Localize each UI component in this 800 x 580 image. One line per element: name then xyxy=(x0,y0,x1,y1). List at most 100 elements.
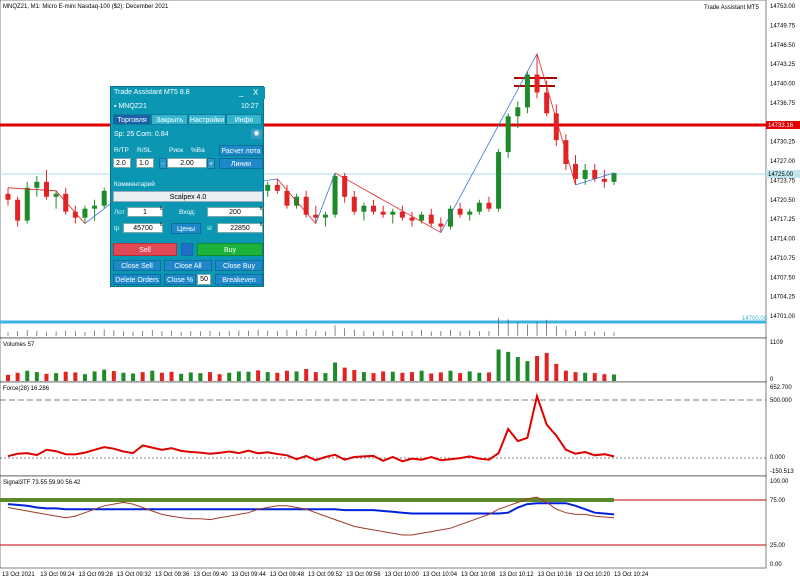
entry-label: Вход: xyxy=(179,209,196,216)
risk-plus-button[interactable]: + xyxy=(207,158,215,169)
volume-bar xyxy=(54,373,59,381)
price-tick-label: 14717.25 xyxy=(770,217,796,223)
candle-body xyxy=(5,193,11,200)
candle-body xyxy=(313,214,319,218)
candle-body xyxy=(63,193,69,212)
volume-bar xyxy=(592,373,597,381)
risk-minus-button[interactable]: - xyxy=(159,158,167,169)
volume-bar xyxy=(25,370,30,381)
candle-body xyxy=(447,208,453,227)
volume-bar xyxy=(275,372,280,381)
volume-bar xyxy=(6,374,10,381)
breakeven-button[interactable]: Breakeven xyxy=(215,274,263,285)
time-tick-label: 13 Oct 10:04 xyxy=(423,572,458,578)
svg-text:14725.00: 14725.00 xyxy=(768,172,794,178)
spread-commission: Sp: 25 Com: 0.84 xyxy=(114,131,169,138)
volume-bars xyxy=(6,349,616,381)
volume-bar xyxy=(159,372,164,381)
tab-trade[interactable]: Торговля xyxy=(113,114,151,125)
signal-axis-0: 100.00 xyxy=(770,479,789,485)
risk-field[interactable]: 2.00 xyxy=(167,158,207,168)
time-tick-label: 13 Oct 10:12 xyxy=(499,572,534,578)
price-tick-label: 14743.25 xyxy=(770,62,796,68)
buy-button[interactable]: Buy xyxy=(197,243,263,256)
time-tick-label: 13 Oct 09:48 xyxy=(270,572,305,578)
rsl-field[interactable]: 1.0 xyxy=(136,158,154,168)
lot-spin-icon[interactable]: ⇕ xyxy=(159,206,164,212)
signal-axis-3: 0.00 xyxy=(770,562,782,568)
price-axis: 14753.00 14749.75 14746.50 14743.25 14740.00… xyxy=(770,4,796,320)
entry-field[interactable]: 200 xyxy=(207,207,263,217)
tp-field[interactable]: 45700 xyxy=(123,223,163,233)
calc-lot-button[interactable]: Расчет лота xyxy=(219,145,263,156)
volume-bar xyxy=(361,372,366,381)
close-all-button[interactable]: Close All xyxy=(164,260,212,271)
tab-close[interactable]: Закрыть xyxy=(151,114,188,125)
volume-bar xyxy=(227,372,232,381)
rtp-field[interactable]: 2.0 xyxy=(113,158,131,168)
candle-body xyxy=(351,196,357,212)
candle-body xyxy=(72,211,78,218)
trade-assistant-panel[interactable]: Trade Assistant MT5 8.8 _ X ▪ MNQZ21 10:… xyxy=(110,86,265,287)
symbol-name: MNQZ21 xyxy=(118,103,147,110)
close-button[interactable]: X xyxy=(253,88,259,97)
time-tick-label: 13 Oct 09:32 xyxy=(117,572,152,578)
sl-spin-icon[interactable]: ⇕ xyxy=(259,222,264,228)
time-tick-label: 13 Oct 10:16 xyxy=(538,572,573,578)
prices-button[interactable]: Цены xyxy=(171,223,201,234)
volume-bar xyxy=(121,372,126,381)
sell-button[interactable]: Sell xyxy=(113,243,177,256)
close-percent-button[interactable]: Close % xyxy=(164,274,196,285)
sl-field[interactable]: 22850 xyxy=(217,223,263,233)
panel-title-bar[interactable]: Trade Assistant MT5 8.8 _ X xyxy=(111,87,265,99)
price-tick-label: 14753.00 xyxy=(770,4,796,10)
volume-bar xyxy=(256,370,261,381)
minimize-button[interactable]: _ xyxy=(239,88,244,97)
price-tick-label: 14746.50 xyxy=(770,43,796,49)
delete-orders-button[interactable]: Delete Orders xyxy=(113,274,161,285)
candle-body xyxy=(534,74,540,93)
volume-bar xyxy=(82,374,87,381)
sl-label: sl xyxy=(207,225,212,232)
price-tick-label: 14723.75 xyxy=(770,178,796,184)
time-tick-label: 13 Oct 10:24 xyxy=(614,572,649,578)
signal-line-1 xyxy=(7,502,615,516)
volume-bar xyxy=(313,372,318,381)
volume-bar xyxy=(73,372,78,381)
close-buy-button[interactable]: Close Buy xyxy=(215,260,263,271)
volume-bar xyxy=(179,373,184,381)
symbol-row: ▪ MNQZ21 10:27 xyxy=(111,100,265,113)
lines-button[interactable]: Линии xyxy=(219,158,263,169)
entry-spin-icon[interactable]: ⇕ xyxy=(259,206,264,212)
volume-bar xyxy=(44,373,49,381)
close-sell-button[interactable]: Close Sell xyxy=(113,260,161,271)
price-tick-label: 14749.75 xyxy=(770,23,796,29)
panel-title: Trade Assistant MT5 8.8 xyxy=(114,89,190,96)
signal-axis-1: 75.00 xyxy=(770,498,786,504)
candle-body xyxy=(53,193,59,197)
candle-body xyxy=(592,169,598,179)
close-percent-field[interactable]: 50 xyxy=(197,274,211,285)
signal-axis-2: 25.00 xyxy=(770,543,786,549)
candle-body xyxy=(553,113,559,141)
lot-field[interactable]: 1 xyxy=(127,207,163,217)
order-type-toggle[interactable] xyxy=(181,243,193,256)
tp-spin-icon[interactable]: ⇕ xyxy=(159,222,164,228)
camera-icon[interactable]: ◉ xyxy=(251,129,262,139)
tab-settings[interactable]: Настройки xyxy=(188,114,226,125)
comment-field[interactable]: Scalpex 4.0 xyxy=(113,191,263,202)
candle-body xyxy=(322,214,328,218)
volume-bar xyxy=(169,371,174,381)
volume-bar xyxy=(198,373,203,381)
candle-body xyxy=(82,208,88,218)
time-tick-label: 13 Oct 09:56 xyxy=(346,572,381,578)
candle-body xyxy=(515,107,521,117)
candle-body xyxy=(505,116,511,153)
price-marker-current: 14725.00 xyxy=(766,170,800,178)
candle-body xyxy=(486,202,492,209)
time-tick-label: 13 Oct 10:08 xyxy=(461,572,496,578)
volume-bar xyxy=(131,373,136,381)
candle-body xyxy=(303,196,309,215)
tab-info[interactable]: Инфо xyxy=(226,114,262,125)
